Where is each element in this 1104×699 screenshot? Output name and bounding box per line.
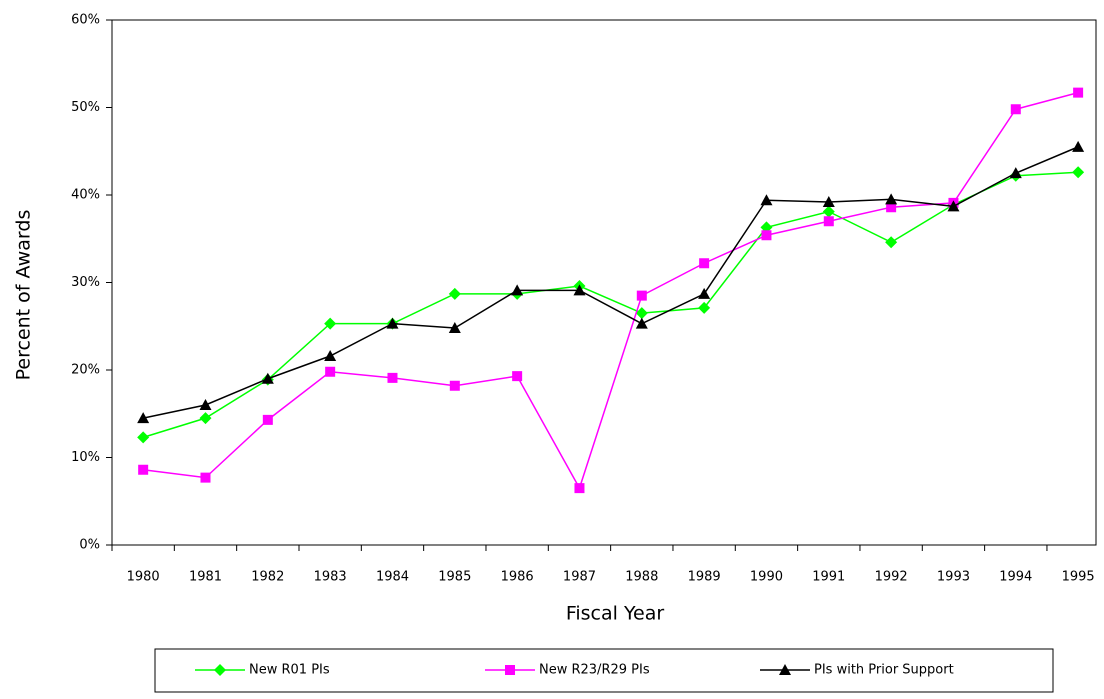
marker <box>138 464 149 475</box>
series-line <box>143 146 1079 419</box>
y-tick-label: 10% <box>71 450 100 465</box>
marker <box>885 193 898 205</box>
y-tick-label: 60% <box>71 13 100 28</box>
x-tick-label: 1992 <box>875 570 908 585</box>
y-tick-label: 30% <box>71 275 100 290</box>
y-tick-label: 0% <box>79 538 100 553</box>
x-tick-label: 1985 <box>438 570 471 585</box>
marker <box>448 287 461 300</box>
marker <box>1072 166 1085 179</box>
marker <box>698 301 711 314</box>
marker <box>636 290 647 301</box>
x-tick-label: 1981 <box>189 570 222 585</box>
plot-area <box>111 19 1097 546</box>
marker <box>761 230 772 241</box>
marker <box>1010 104 1021 115</box>
marker <box>779 664 791 675</box>
marker <box>574 483 585 494</box>
x-tick-label: 1988 <box>625 570 658 585</box>
x-tick-label: 1987 <box>563 570 596 585</box>
marker <box>823 216 834 227</box>
marker <box>137 431 150 444</box>
x-tick-label: 1982 <box>251 570 284 585</box>
x-tick-label: 1983 <box>314 570 347 585</box>
y-axis-label: Percent of Awards <box>13 210 35 381</box>
marker <box>261 372 274 384</box>
marker <box>698 287 711 299</box>
marker <box>699 258 710 269</box>
marker <box>635 307 648 320</box>
marker <box>386 317 399 329</box>
marker <box>511 284 524 296</box>
marker <box>262 414 273 425</box>
series-line <box>142 171 1079 439</box>
x-tick-label: 1991 <box>812 570 845 585</box>
marker <box>449 380 460 391</box>
x-tick-label: 1984 <box>376 570 409 585</box>
marker <box>199 412 212 425</box>
marker <box>635 317 648 329</box>
legend-label: New R01 PIs <box>249 663 330 678</box>
marker <box>512 371 523 382</box>
legend-label: New R23/R29 PIs <box>539 663 650 678</box>
x-axis-label: Fiscal Year <box>566 603 665 625</box>
marker <box>822 205 835 218</box>
x-tick-label: 1994 <box>999 570 1032 585</box>
marker <box>885 236 898 249</box>
marker <box>822 196 835 207</box>
x-tick-label: 1993 <box>937 570 970 585</box>
marker <box>1009 167 1022 179</box>
x-tick-label: 1995 <box>1062 570 1095 585</box>
y-tick-label: 40% <box>71 188 100 203</box>
marker <box>886 202 897 213</box>
marker <box>448 322 461 333</box>
marker <box>947 200 960 212</box>
marker <box>387 372 398 383</box>
x-tick-label: 1980 <box>127 570 160 585</box>
y-tick-label: 20% <box>71 363 100 378</box>
x-tick-label: 1990 <box>750 570 783 585</box>
legend-label: PIs with Prior Support <box>814 663 954 678</box>
marker <box>199 399 212 410</box>
marker <box>1072 140 1085 152</box>
marker <box>324 317 337 330</box>
marker <box>324 350 337 361</box>
marker <box>573 284 586 296</box>
x-tick-label: 1986 <box>501 570 534 585</box>
marker <box>505 665 515 675</box>
marker <box>325 366 336 377</box>
marker <box>760 194 773 206</box>
legend-box <box>154 648 1054 693</box>
marker <box>200 472 211 483</box>
marker <box>137 412 150 424</box>
marker <box>214 664 226 676</box>
x-tick-label: 1989 <box>688 570 721 585</box>
y-tick-label: 50% <box>71 100 100 115</box>
series-line <box>143 91 1079 490</box>
marker <box>1073 87 1084 98</box>
